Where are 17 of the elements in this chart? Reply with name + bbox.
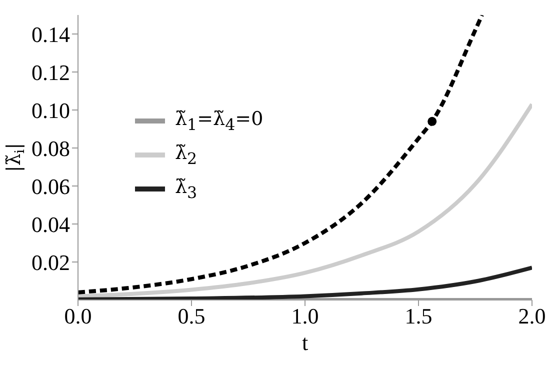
line-series: [78, 15, 484, 294]
x-tick-label: 0.0: [64, 304, 92, 329]
legend-label: λ̃$_{3}$: [175, 176, 198, 202]
y-tick-label: 0.08: [32, 136, 70, 161]
x-axis-title: t: [302, 330, 308, 355]
y-tick-label: 0.10: [32, 98, 70, 123]
y-tick-label: 0.06: [32, 174, 70, 199]
y-tick-label: 0.02: [32, 250, 70, 275]
x-tick-label: 1.0: [291, 304, 319, 329]
legend-label: λ̃$_{2}$: [175, 142, 198, 168]
y-tick-label: 0.12: [32, 60, 70, 85]
x-tick-label: 2.0: [518, 304, 546, 329]
y-tick-label: 0.04: [32, 212, 70, 237]
legend-label: λ̃$_{1}$=λ̃$_{4}$=0: [175, 108, 264, 134]
x-tick-label: 0.5: [178, 304, 206, 329]
x-tick-label: 1.5: [404, 304, 432, 329]
y-tick-label: 0.14: [32, 22, 70, 47]
